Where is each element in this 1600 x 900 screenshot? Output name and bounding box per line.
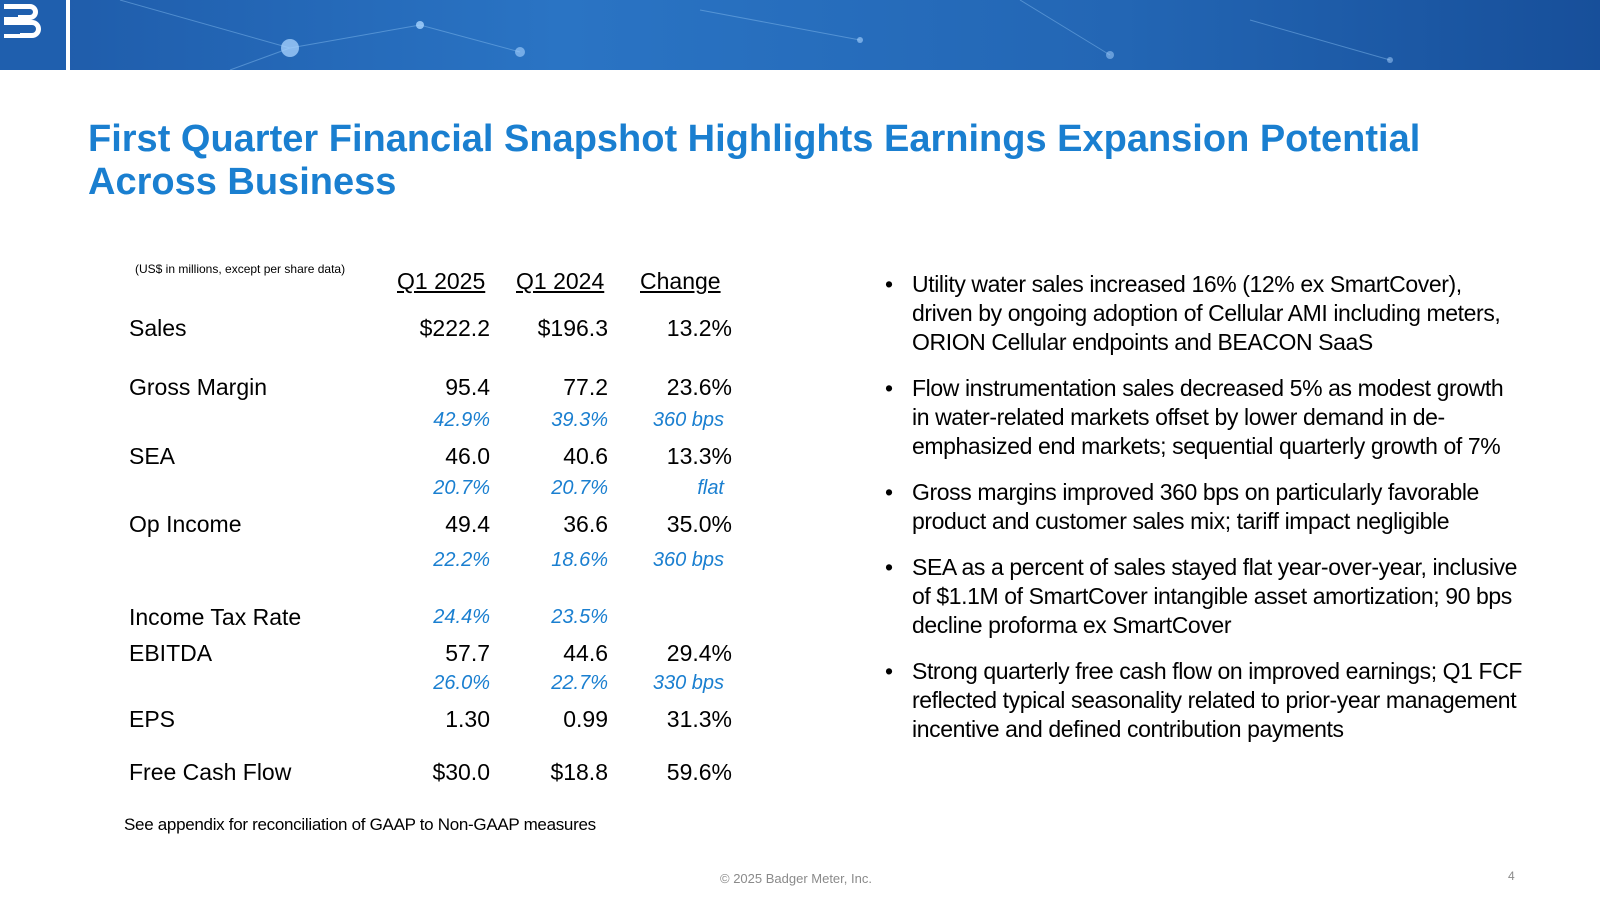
highlight-bullet: Flow instrumentation sales decreased 5% … <box>885 374 1525 461</box>
highlight-bullet: Gross margins improved 360 bps on partic… <box>885 478 1525 536</box>
ebitda-pct-q1-2025: 26.0% <box>433 672 490 694</box>
op-income-pct-change: 360 bps <box>652 549 724 571</box>
sea-pct-q1-2024: 20.7% <box>551 477 608 499</box>
income-tax-rate-q1-2024: 23.5% <box>551 606 608 628</box>
ebitda-q1-2024: 44.6 <box>563 640 608 666</box>
op-income-q1-2025: 49.4 <box>445 511 490 537</box>
gross-margin-q1-2025: 95.4 <box>445 374 490 400</box>
op-income-q1-2024: 36.6 <box>563 511 608 537</box>
row-label-eps: EPS <box>129 706 176 732</box>
header-banner <box>0 0 1600 70</box>
badger-meter-logo-icon <box>4 4 41 38</box>
units-note: (US$ in millions, except per share data) <box>135 262 346 276</box>
sales-q1-2025: $222.2 <box>419 315 490 341</box>
company-logo <box>0 0 70 70</box>
eps-change: 31.3% <box>666 706 732 732</box>
ebitda-q1-2025: 57.7 <box>445 640 490 666</box>
gross-margin-q1-2024: 77.2 <box>563 374 608 400</box>
op-income-pct-q1-2025: 22.2% <box>433 549 490 571</box>
copyright: © 2025 Badger Meter, Inc. <box>720 871 872 886</box>
row-label-free-cash-flow: Free Cash Flow <box>129 759 292 785</box>
page-number: 4 <box>1508 869 1515 883</box>
footnote: See appendix for reconciliation of GAAP … <box>124 815 596 834</box>
op-income-change: 35.0% <box>666 511 732 537</box>
highlight-bullet: SEA as a percent of sales stayed flat ye… <box>885 553 1525 640</box>
highlight-bullet: Utility water sales increased 16% (12% e… <box>885 270 1525 357</box>
ebitda-change: 29.4% <box>666 640 732 666</box>
eps-q1-2025: 1.30 <box>445 706 490 732</box>
sales-change: 13.2% <box>666 315 732 341</box>
row-label-ebitda: EBITDA <box>129 640 213 666</box>
sea-change: 13.3% <box>666 443 732 469</box>
row-label-sea: SEA <box>129 443 176 469</box>
free-cash-flow-change: 59.6% <box>666 759 732 785</box>
gross-margin-pct-change: 360 bps <box>652 409 724 431</box>
free-cash-flow-q1-2024: $18.8 <box>550 759 608 785</box>
row-label-op-income: Op Income <box>129 511 242 537</box>
sea-q1-2025: 46.0 <box>445 443 490 469</box>
gross-margin-pct-q1-2025: 42.9% <box>433 409 490 431</box>
ebitda-pct-q1-2024: 22.7% <box>551 672 608 694</box>
row-label-sales: Sales <box>129 315 187 341</box>
sea-pct-change: flat <box>697 477 724 499</box>
column-header-change: Change <box>640 268 721 294</box>
sea-q1-2024: 40.6 <box>563 443 608 469</box>
slide-title: First Quarter Financial Snapshot Highlig… <box>88 118 1421 203</box>
column-header-q1-2024: Q1 2024 <box>516 268 605 294</box>
gross-margin-pct-q1-2024: 39.3% <box>551 409 608 431</box>
income-tax-rate-q1-2025: 24.4% <box>433 606 490 628</box>
sea-pct-q1-2025: 20.7% <box>433 477 490 499</box>
row-label-gross-margin: Gross Margin <box>129 374 268 400</box>
row-label-income-tax-rate: Income Tax Rate <box>129 604 302 630</box>
network-background-graphic <box>119 0 1393 70</box>
highlight-bullet: Strong quarterly free cash flow on impro… <box>885 657 1525 744</box>
column-header-q1-2025: Q1 2025 <box>397 268 486 294</box>
gross-margin-change: 23.6% <box>666 374 732 400</box>
highlights-list: Utility water sales increased 16% (12% e… <box>885 270 1525 761</box>
eps-q1-2024: 0.99 <box>563 706 608 732</box>
ebitda-pct-change: 330 bps <box>652 672 724 694</box>
free-cash-flow-q1-2025: $30.0 <box>432 759 490 785</box>
op-income-pct-q1-2024: 18.6% <box>551 549 608 571</box>
sales-q1-2024: $196.3 <box>537 315 608 341</box>
